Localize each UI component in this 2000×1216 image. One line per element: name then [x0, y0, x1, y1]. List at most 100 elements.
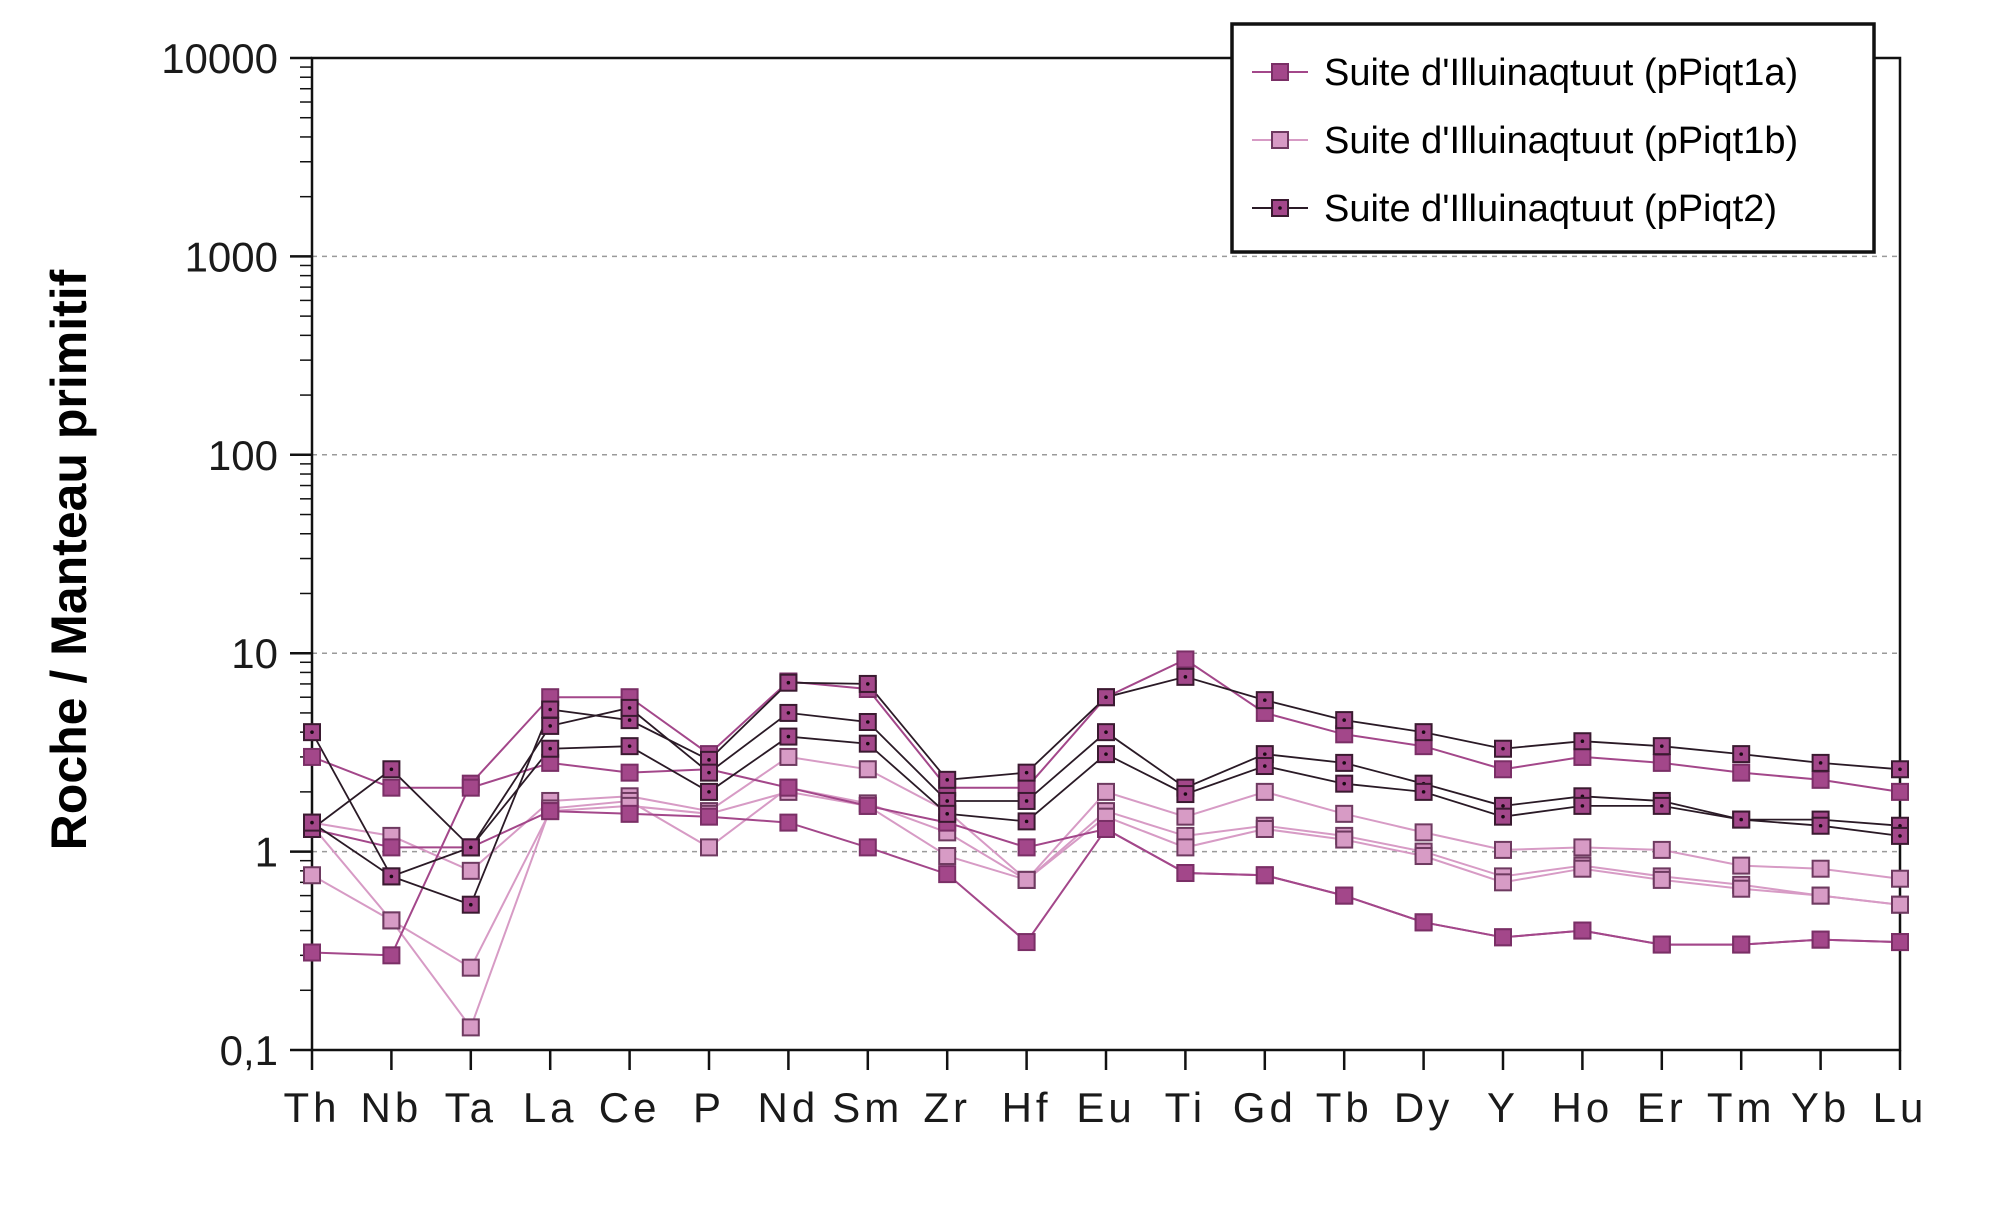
data-point: [1255, 691, 1274, 710]
data-point: [1494, 739, 1512, 758]
data-point: [779, 727, 798, 746]
legend-box: [1230, 22, 1876, 254]
data-point: [1017, 933, 1036, 952]
data-point: [1176, 667, 1195, 686]
x-tick-label: Yb: [1791, 1084, 1850, 1131]
legend: Suite d'Illuinaqtuut (pPiqt1a) Suite d'Il…: [1230, 22, 1876, 254]
data-point: [1255, 782, 1274, 801]
x-tick-label: Dy: [1394, 1084, 1453, 1131]
data-point: [1017, 812, 1036, 831]
data-point: [1573, 921, 1592, 940]
data-point: [1017, 763, 1036, 782]
x-tick-label: Nd: [758, 1084, 820, 1131]
data-point: [1494, 760, 1512, 779]
data-point: [779, 703, 798, 722]
data-point: [1335, 830, 1354, 849]
legend-marker: [1271, 63, 1289, 81]
data-point: [1573, 747, 1592, 766]
data-point: [938, 847, 957, 866]
data-point: [1414, 723, 1433, 742]
data-point: [858, 734, 877, 753]
series-markers: [303, 650, 1909, 1037]
data-point: [1891, 826, 1909, 845]
data-point: [541, 700, 560, 719]
data-point: [1335, 886, 1354, 905]
x-tick-label: Y: [1487, 1084, 1519, 1131]
data-point: [1176, 650, 1195, 669]
data-point: [303, 723, 321, 742]
data-point: [1255, 866, 1274, 885]
data-point: [382, 946, 401, 965]
data-point: [1573, 838, 1592, 857]
data-point: [1573, 796, 1592, 815]
data-point: [461, 1018, 480, 1037]
y-tick-label: 0,1: [220, 1027, 278, 1074]
data-point: [1732, 810, 1751, 829]
data-point: [1176, 807, 1195, 826]
x-tick-label: Eu: [1076, 1084, 1135, 1131]
data-point: [1255, 819, 1274, 838]
x-tick-label: Zr: [923, 1084, 971, 1131]
legend-entry: Suite d'Illuinaqtuut (pPiqt1a): [1252, 52, 1798, 94]
data-point: [1414, 913, 1433, 932]
x-tick-label: La: [523, 1084, 578, 1131]
data-point: [1891, 760, 1909, 779]
data-point: [700, 763, 718, 782]
data-point: [1097, 782, 1115, 801]
data-point: [1811, 770, 1830, 789]
data-point: [303, 813, 321, 832]
data-point: [1652, 840, 1671, 859]
data-point: [1176, 785, 1195, 804]
data-point: [1732, 763, 1751, 782]
data-point: [1891, 869, 1909, 888]
data-point: [700, 782, 718, 801]
data-point: [1335, 804, 1354, 823]
y-axis-title: Roche / Manteau primitif: [41, 269, 97, 850]
x-tick-label: P: [693, 1084, 725, 1131]
x-tick-label: Ti: [1165, 1084, 1206, 1131]
legend-label: Suite d'Illuinaqtuut (pPiqt1a): [1324, 52, 1798, 94]
data-point: [1732, 879, 1751, 898]
data-point: [541, 802, 560, 821]
data-point: [1811, 886, 1830, 905]
data-point: [1414, 823, 1433, 842]
data-point: [1891, 782, 1909, 801]
data-point: [1017, 791, 1036, 810]
data-point: [1494, 873, 1512, 892]
data-point: [1097, 723, 1115, 742]
data-point: [1097, 688, 1115, 707]
data-point: [1097, 819, 1115, 838]
x-tick-label: Lu: [1873, 1084, 1928, 1131]
data-point: [1652, 796, 1671, 815]
data-point: [1811, 753, 1830, 772]
data-point: [700, 838, 718, 857]
data-point: [1573, 732, 1592, 751]
legend-label: Suite d'Illuinaqtuut (pPiqt2): [1324, 188, 1777, 230]
data-point: [1652, 870, 1671, 889]
data-point: [938, 804, 957, 823]
data-point: [382, 911, 401, 930]
data-point: [858, 838, 877, 857]
data-point: [779, 813, 798, 832]
legend-marker: [1271, 131, 1289, 149]
data-point: [382, 778, 401, 797]
legend-entry: Suite d'Illuinaqtuut (pPiqt2): [1252, 188, 1777, 230]
x-tick-label: Nb: [361, 1084, 423, 1131]
data-point: [779, 778, 798, 797]
data-point: [461, 958, 480, 977]
x-tick-label: Er: [1637, 1084, 1687, 1131]
x-tick-label: Gd: [1233, 1084, 1297, 1131]
data-point: [1732, 856, 1751, 875]
data-point: [1097, 745, 1115, 764]
data-point: [858, 674, 877, 693]
data-point: [541, 739, 560, 758]
data-point: [1891, 895, 1909, 914]
data-point: [1652, 753, 1671, 772]
data-point: [1414, 782, 1433, 801]
data-point: [1652, 935, 1671, 954]
y-tick-label: 10000: [161, 35, 278, 82]
x-tick-label: Hf: [1002, 1084, 1052, 1131]
data-point: [620, 804, 639, 823]
data-point: [1176, 838, 1195, 857]
